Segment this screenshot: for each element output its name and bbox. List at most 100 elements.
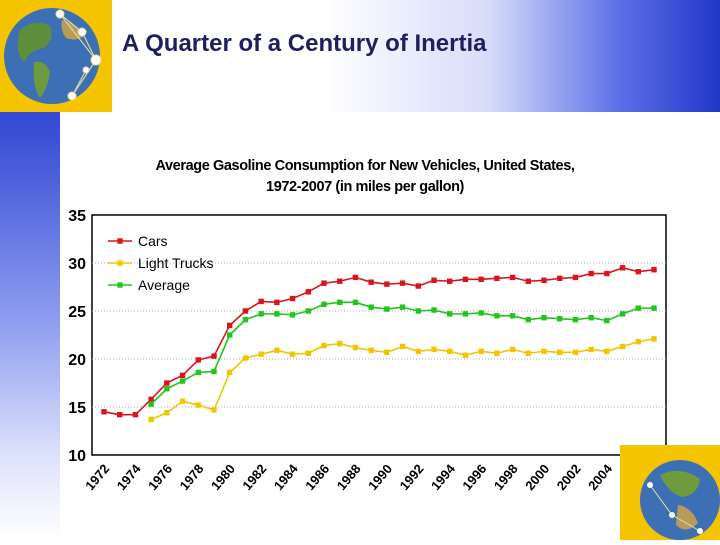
x-tick-label: 1986 (302, 461, 332, 493)
data-point (337, 340, 343, 347)
data-point (195, 357, 201, 363)
data-point (399, 280, 406, 286)
x-tick-label: 2000 (522, 461, 552, 493)
x-tick-label: 2002 (554, 461, 584, 493)
data-point (274, 311, 280, 317)
legend-label: Average (138, 277, 190, 293)
x-tick-label: 1980 (208, 461, 238, 493)
data-point (635, 305, 641, 311)
x-tick-label: 1996 (459, 461, 489, 493)
data-point (337, 278, 343, 284)
data-point (447, 311, 453, 317)
data-point (462, 311, 469, 317)
data-point (384, 349, 390, 355)
chart-title-line-2: 1972-2007 (in miles per gallon) (266, 179, 465, 195)
data-point (289, 312, 296, 318)
data-point (352, 274, 359, 281)
data-point (478, 348, 484, 355)
data-point (242, 308, 249, 314)
data-point (337, 299, 343, 306)
data-point (179, 378, 186, 384)
data-point (101, 409, 107, 415)
x-tick-label: 1978 (177, 461, 207, 493)
data-point (195, 369, 201, 376)
data-point (494, 313, 500, 319)
data-point (227, 332, 233, 338)
data-point (447, 348, 453, 355)
data-point (305, 308, 311, 314)
data-point (164, 380, 170, 386)
data-point (541, 315, 547, 321)
data-point (431, 346, 437, 353)
legend-label: Light Trucks (138, 255, 213, 271)
data-point (635, 268, 641, 275)
data-point (525, 350, 531, 356)
data-point (494, 350, 500, 356)
data-point (557, 275, 563, 282)
data-point (305, 289, 311, 295)
data-point (148, 396, 154, 403)
data-point (651, 267, 657, 273)
data-point (384, 281, 390, 287)
data-point (572, 349, 579, 355)
chart-title-line-1: Average Gasoline Consumption for New Veh… (155, 158, 574, 174)
x-tick-label: 1992 (397, 461, 427, 493)
data-point (227, 322, 233, 329)
x-tick-label: 1984 (271, 461, 302, 493)
data-point (588, 346, 594, 353)
x-tick-label: 1994 (428, 461, 459, 493)
data-point (588, 315, 594, 321)
data-point (164, 386, 170, 392)
data-point (211, 368, 217, 375)
data-point (462, 276, 469, 283)
data-point (462, 352, 469, 358)
data-point (478, 310, 484, 316)
data-point (368, 279, 374, 285)
x-tick-label: 1972 (82, 461, 112, 493)
data-point (195, 402, 201, 408)
data-point (557, 315, 563, 322)
data-point (289, 351, 296, 357)
data-point (258, 311, 264, 317)
data-point (164, 410, 170, 416)
data-point (415, 283, 421, 289)
data-point (179, 372, 186, 379)
data-point (557, 349, 563, 355)
data-point (242, 316, 249, 323)
data-point (509, 274, 516, 281)
legend-label: Cars (138, 233, 168, 249)
data-point (447, 278, 453, 284)
x-tick-label: 1990 (365, 461, 395, 493)
data-point (478, 276, 484, 283)
data-point (588, 270, 594, 277)
y-tick-label: 30 (68, 256, 86, 273)
data-point (525, 278, 531, 284)
chart-svg: Average Gasoline Consumption for New Veh… (68, 158, 667, 493)
data-point (541, 348, 547, 355)
data-point (274, 299, 280, 306)
data-point (399, 343, 406, 350)
legend-marker (117, 260, 123, 266)
y-tick-label: 20 (68, 352, 86, 369)
data-point (604, 317, 610, 324)
data-point (227, 369, 233, 376)
data-point (321, 342, 327, 349)
data-point (242, 355, 249, 361)
data-point (368, 347, 374, 354)
legend-marker (117, 238, 123, 244)
data-point (604, 270, 610, 277)
data-point (274, 347, 280, 354)
title-band (60, 0, 720, 112)
data-point (399, 304, 406, 310)
globe-icon (4, 8, 100, 104)
data-point (509, 313, 516, 319)
data-point (305, 350, 311, 356)
globe-logo (0, 0, 112, 112)
data-point (211, 407, 217, 413)
data-point (211, 353, 217, 359)
data-point (117, 411, 123, 418)
data-point (289, 295, 296, 302)
x-tick-label: 1974 (114, 461, 145, 493)
data-point (604, 348, 610, 355)
y-tick-label: 25 (68, 304, 86, 321)
